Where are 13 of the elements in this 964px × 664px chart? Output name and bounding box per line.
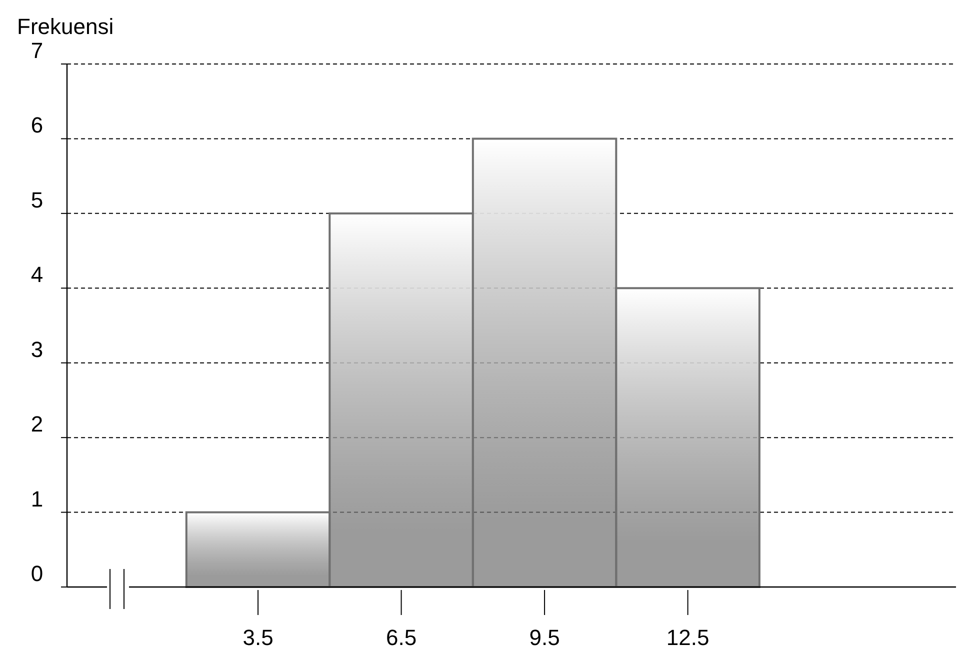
x-tick-label: 3.5 [242, 625, 274, 650]
y-tick-label: 4 [30, 262, 44, 288]
x-tick-label: 6.5 [386, 625, 417, 650]
x-tick-label: 9.5 [529, 625, 560, 650]
y-tick-label: 7 [30, 38, 44, 63]
y-tick-label: 1 [30, 486, 44, 512]
x-tick-label: 12.5 [666, 625, 710, 650]
y-tick-label: 3 [30, 336, 44, 362]
y-tick-label: 0 [30, 561, 44, 586]
y-tick-label: 6 [30, 112, 44, 138]
y-tick-label: 5 [30, 187, 44, 212]
y-axis-title: Frekuensi [17, 14, 114, 39]
y-tick-label: 2 [30, 412, 44, 437]
